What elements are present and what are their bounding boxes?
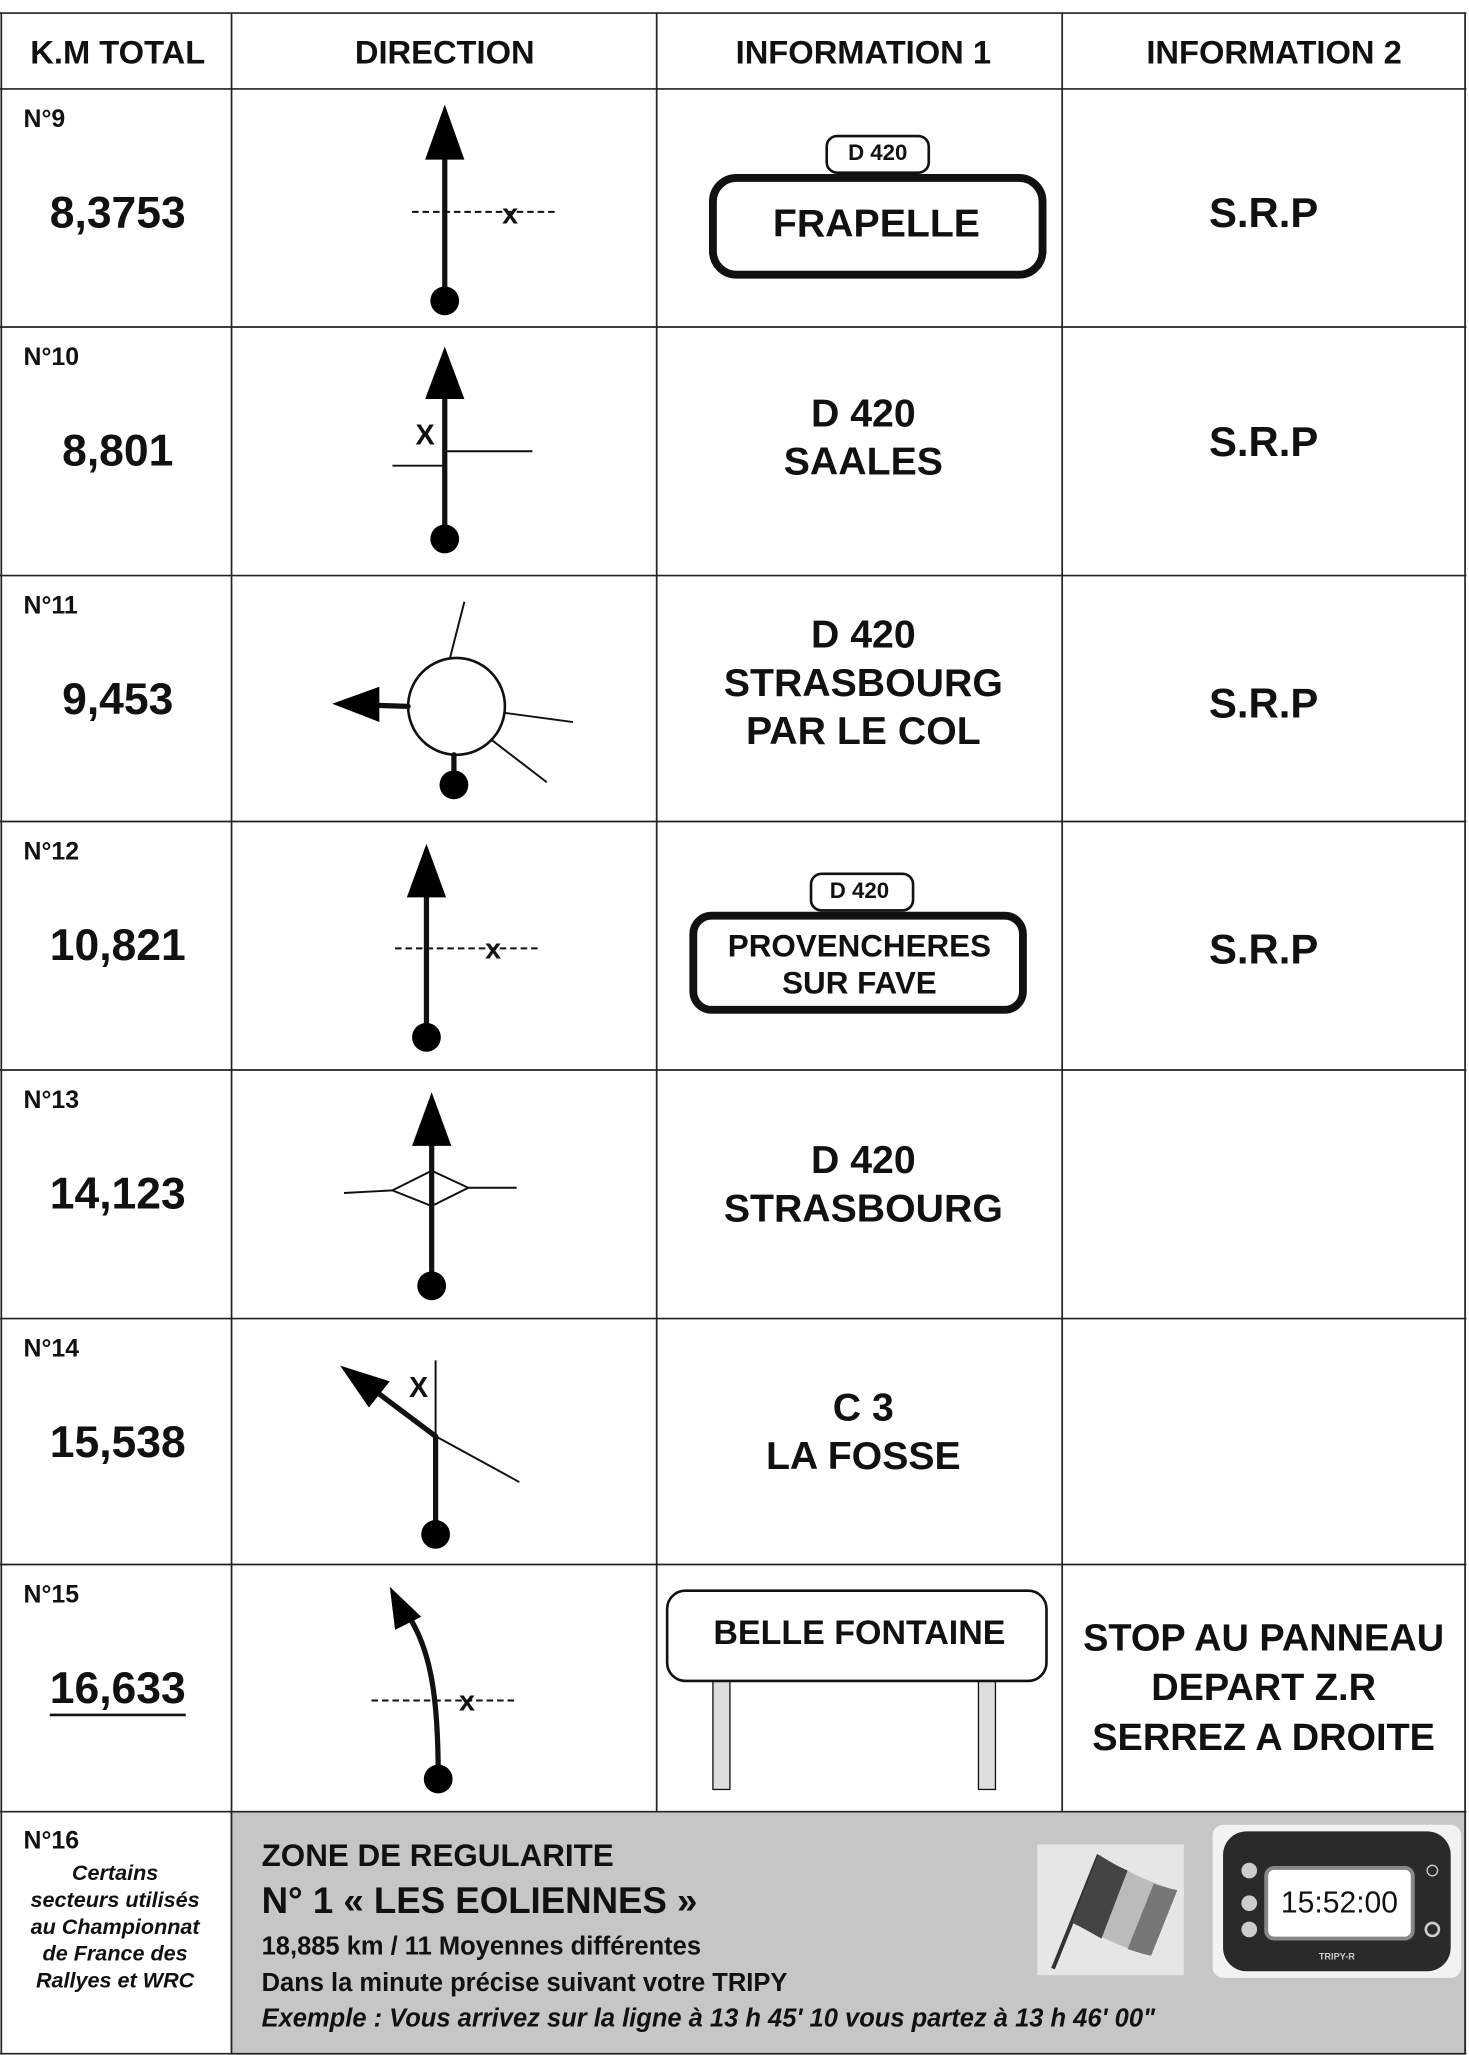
information-1: D 420: [830, 878, 889, 903]
column-header: DIRECTION: [355, 34, 535, 71]
information-2: S.R.P: [1209, 418, 1318, 465]
shape-circle: [421, 1520, 450, 1549]
information-1: FRAPELLE: [773, 202, 980, 246]
shape-circle: [417, 1271, 446, 1300]
information-1: STRASBOURG: [724, 1187, 1003, 1231]
information-2: S.R.P: [1209, 679, 1318, 726]
device-brand: TRIPY-R: [1319, 1951, 1355, 1961]
information-2: STOP AU PANNEAU: [1083, 1617, 1444, 1659]
km-total: 15,538: [50, 1418, 186, 1467]
km-total: 16,633: [50, 1664, 186, 1713]
instruction-number: N°11: [24, 593, 78, 620]
instruction-number: N°15: [24, 1581, 80, 1608]
information-1: D 420: [848, 140, 907, 165]
information-1: PAR LE COL: [746, 709, 981, 753]
column-header: INFORMATION 1: [736, 34, 991, 71]
column-header: INFORMATION 2: [1146, 34, 1401, 71]
zone-text: N° 1 « LES EOLIENNES »: [262, 1880, 698, 1921]
km-total: 10,821: [50, 921, 186, 970]
shape-circle: [430, 525, 459, 554]
direction-mark: X: [409, 1372, 428, 1404]
shape-circle: [1241, 1863, 1257, 1879]
instruction-number: N°13: [24, 1087, 80, 1114]
sign-post: [978, 1681, 995, 1790]
information-1: D 420: [811, 391, 916, 435]
km-total: 14,123: [50, 1170, 186, 1219]
shape-circle: [1241, 1922, 1257, 1938]
instruction-number: N°16: [24, 1827, 80, 1854]
instruction-number: N°12: [24, 838, 80, 865]
km-total: 8,3753: [50, 189, 186, 238]
instruction-number: N°14: [24, 1336, 80, 1363]
zone-note: Rallyes et WRC: [36, 1967, 195, 1992]
device-time: 15:52:00: [1281, 1887, 1398, 1920]
column-header: K.M TOTAL: [30, 34, 205, 71]
direction-mark: x: [459, 1686, 475, 1718]
information-2: SERREZ A DROITE: [1092, 1717, 1435, 1759]
information-1: D 420: [811, 612, 916, 656]
km-total: 9,453: [62, 675, 173, 724]
information-1: D 420: [811, 1138, 916, 1182]
shape-circle: [412, 1023, 441, 1052]
zone-text: Exemple : Vous arrivez sur la ligne à 13…: [262, 2004, 1156, 2032]
page-body: {"header": {"columns": ["K.M TOTAL", "DI…: [0, 0, 1469, 2055]
sign-post: [713, 1681, 730, 1790]
flag-image: [1037, 1844, 1184, 1975]
zone-note: Certains: [72, 1860, 158, 1885]
information-1: SUR FAVE: [782, 965, 937, 1000]
information-2: S.R.P: [1209, 925, 1318, 972]
information-1: SAALES: [784, 440, 943, 484]
zone-text: Dans la minute précise suivant votre TRI…: [262, 1969, 788, 1997]
information-1: STRASBOURG: [724, 661, 1003, 705]
zone-note: de France des: [43, 1941, 188, 1966]
zone-note: secteurs utilisés: [31, 1887, 200, 1912]
km-total: 8,801: [62, 427, 173, 476]
information-2: S.R.P: [1209, 189, 1318, 236]
direction-mark: x: [502, 198, 518, 230]
instruction-number: N°9: [24, 106, 66, 133]
shape-circle: [408, 658, 505, 755]
zone-note: au Championnat: [31, 1914, 201, 1939]
roadbook: K.M TOTAL DIRECTION INFORMATION 1 INFORMATI…: [0, 0, 1469, 2055]
zone-text: ZONE DE REGULARITE: [262, 1838, 614, 1873]
instruction-number: N°10: [24, 344, 80, 371]
zone-text: 18,885 km / 11 Moyennes différentes: [262, 1932, 701, 1960]
shape-circle: [1241, 1895, 1257, 1911]
information-1: BELLE FONTAINE: [713, 1614, 1005, 1652]
direction-mark: X: [416, 419, 435, 451]
information-1: PROVENCHERES: [728, 929, 991, 964]
shape-circle: [430, 286, 459, 315]
information-1: LA FOSSE: [766, 1434, 961, 1478]
information-1: C 3: [833, 1385, 894, 1429]
shape-circle: [424, 1765, 453, 1794]
direction-mark: x: [485, 934, 501, 966]
information-2: DEPART Z.R: [1151, 1667, 1376, 1709]
page: Roadbook html, body { margin: 0; padding…: [0, 0, 1469, 2055]
shape-circle: [440, 770, 469, 799]
